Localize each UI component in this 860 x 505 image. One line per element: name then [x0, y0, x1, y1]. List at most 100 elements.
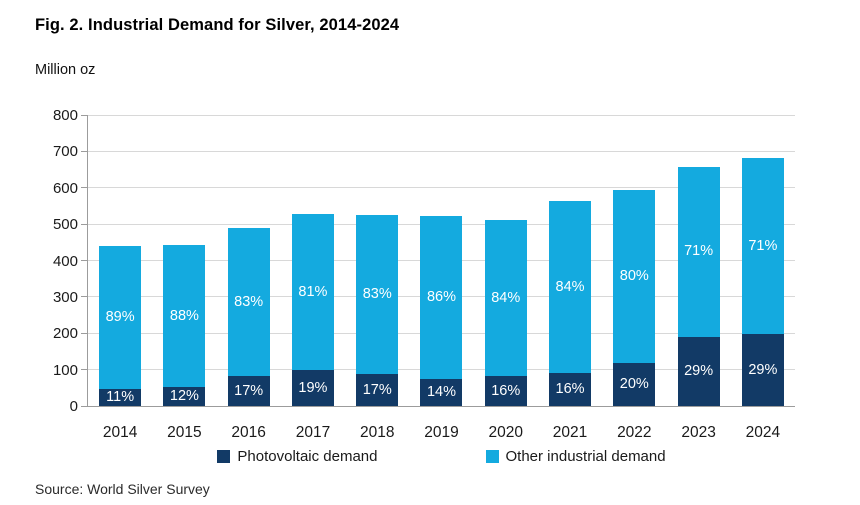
y-axis-title: Million oz: [35, 62, 96, 78]
bar-segment-other-industrial: 71%: [677, 166, 720, 337]
bar-percent-label: 84%: [491, 289, 521, 306]
bar-segment-other-industrial: 81%: [291, 214, 334, 370]
bar-percent-label: 16%: [491, 382, 521, 399]
y-axis-tick: [81, 332, 87, 334]
bar-segment-photovoltaic: 17%: [356, 373, 399, 406]
x-tick-label-2024: 2024: [745, 424, 781, 441]
bar-percent-label: 81%: [298, 283, 328, 300]
legend-item: Other industrial demand: [485, 448, 666, 465]
bar-slot-2023: 71% 29%: [666, 115, 730, 406]
stacked-bar-2022: 80% 20%: [613, 190, 656, 406]
x-tick-label-2015: 2015: [167, 424, 202, 441]
y-tick-label: 400: [52, 252, 78, 270]
bar-percent-label: 11%: [106, 389, 135, 406]
bar-percent-label: 29%: [684, 363, 714, 380]
bar-segment-photovoltaic: 16%: [484, 376, 527, 406]
bar-percent-label: 19%: [298, 379, 328, 396]
stacked-bar-2021: 84% 16%: [549, 200, 592, 406]
y-tick-label: 500: [52, 216, 78, 234]
y-axis-tick: [81, 114, 87, 116]
bar-percent-label: 20%: [619, 376, 649, 393]
bar-percent-label: 17%: [362, 381, 392, 398]
bar-slot-2018: 83% 17%: [345, 115, 409, 406]
bar-percent-label: 29%: [748, 361, 778, 378]
bar-percent-label: 83%: [234, 293, 264, 310]
bar-percent-label: 86%: [426, 289, 456, 306]
x-tick-label-2017: 2017: [295, 424, 331, 441]
bar-slot-2016: 83% 17%: [217, 115, 281, 406]
stacked-bar-2024: 71% 29%: [741, 157, 784, 406]
legend: Photovoltaic demand Other industrial dema…: [88, 448, 795, 465]
bar-percent-label: 71%: [748, 237, 778, 254]
bar-segment-photovoltaic: 14%: [420, 379, 463, 406]
bar-segment-other-industrial: 83%: [356, 215, 399, 374]
bar-segment-photovoltaic: 19%: [291, 369, 334, 406]
x-tick-label-2021: 2021: [552, 424, 588, 441]
stacked-bar-2023: 71% 29%: [677, 166, 720, 406]
bar-percent-label: 83%: [362, 286, 392, 303]
plot-area: 89% 11% 88% 12% 83% 17% 81% 19% 83% 17% 86% 14% 84% 1…: [81, 114, 795, 407]
y-tick-label: 800: [52, 107, 78, 124]
x-tick-label-2022: 2022: [617, 424, 652, 441]
y-tick-label: 600: [52, 179, 78, 197]
x-tick-label-2020: 2020: [488, 424, 523, 441]
bar-segment-photovoltaic: 12%: [163, 386, 206, 406]
legend-label: Photovoltaic demand: [237, 448, 378, 465]
bar-percent-label: 80%: [619, 268, 649, 285]
gridline: [88, 187, 795, 189]
x-tick-label-2014: 2014: [102, 424, 138, 441]
stacked-bar-2018: 83% 17%: [356, 215, 399, 406]
bar-segment-photovoltaic: 11%: [99, 388, 142, 406]
stacked-bar-2017: 81% 19%: [291, 214, 334, 406]
bar-slot-2017: 81% 19%: [281, 115, 345, 406]
bar-segment-photovoltaic: 29%: [677, 336, 720, 406]
bar-percent-label: 71%: [684, 243, 714, 260]
bar-segment-other-industrial: 86%: [420, 215, 463, 380]
stacked-bar-2020: 84% 16%: [484, 219, 527, 406]
y-axis-tick: [81, 260, 87, 261]
x-tick-label-2019: 2019: [424, 424, 459, 441]
figure-title: Fig. 2. Industrial Demand for Silver, 20…: [35, 16, 400, 34]
bar-segment-photovoltaic: 20%: [613, 362, 656, 406]
y-tick-label: 200: [52, 325, 78, 343]
x-axis-line: [87, 406, 795, 407]
bar-segment-other-industrial: 84%: [549, 200, 592, 374]
bar-segment-photovoltaic: 29%: [741, 333, 784, 406]
gridline: [88, 114, 795, 116]
y-axis-tick: [81, 187, 87, 189]
bar-segment-other-industrial: 89%: [99, 245, 142, 389]
bar-percent-label: 12%: [169, 388, 199, 405]
legend-swatch-icon: [485, 450, 499, 463]
x-tick-label-2016: 2016: [231, 424, 266, 441]
bar-segment-other-industrial: 71%: [741, 157, 784, 334]
y-tick-label: 100: [52, 361, 78, 379]
stacked-bar-2015: 88% 12%: [163, 244, 206, 406]
gridline: [88, 150, 795, 152]
y-axis-tick: [81, 405, 87, 407]
bar-slot-2024: 71% 29%: [731, 115, 795, 406]
bar-percent-label: 84%: [555, 278, 585, 295]
x-tick-label-2018: 2018: [359, 424, 395, 441]
source-note: Source: World Silver Survey: [35, 481, 210, 497]
y-tick-label: 300: [52, 288, 78, 306]
stacked-bar-2019: 86% 14%: [420, 215, 463, 406]
bar-percent-label: 89%: [105, 309, 135, 325]
y-tick-label: 700: [52, 143, 78, 161]
bar-percent-label: 88%: [169, 307, 199, 324]
y-axis-tick: [81, 296, 87, 298]
bar-slot-2015: 88% 12%: [152, 115, 216, 406]
x-tick-label-2023: 2023: [681, 424, 716, 441]
legend-item: Photovoltaic demand: [217, 448, 378, 465]
bar-percent-label: 14%: [426, 384, 456, 401]
bar-segment-other-industrial: 84%: [484, 219, 527, 377]
y-axis-line: [87, 115, 88, 406]
bar-segment-other-industrial: 88%: [163, 244, 206, 387]
bar-percent-label: 16%: [555, 381, 585, 398]
y-tick-label: 0: [69, 398, 78, 415]
bar-slot-2021: 84% 16%: [538, 115, 602, 406]
stacked-bar-2016: 83% 17%: [227, 227, 270, 406]
y-axis-tick: [81, 369, 87, 371]
legend-label: Other industrial demand: [505, 448, 666, 465]
y-axis-tick: [81, 223, 87, 225]
